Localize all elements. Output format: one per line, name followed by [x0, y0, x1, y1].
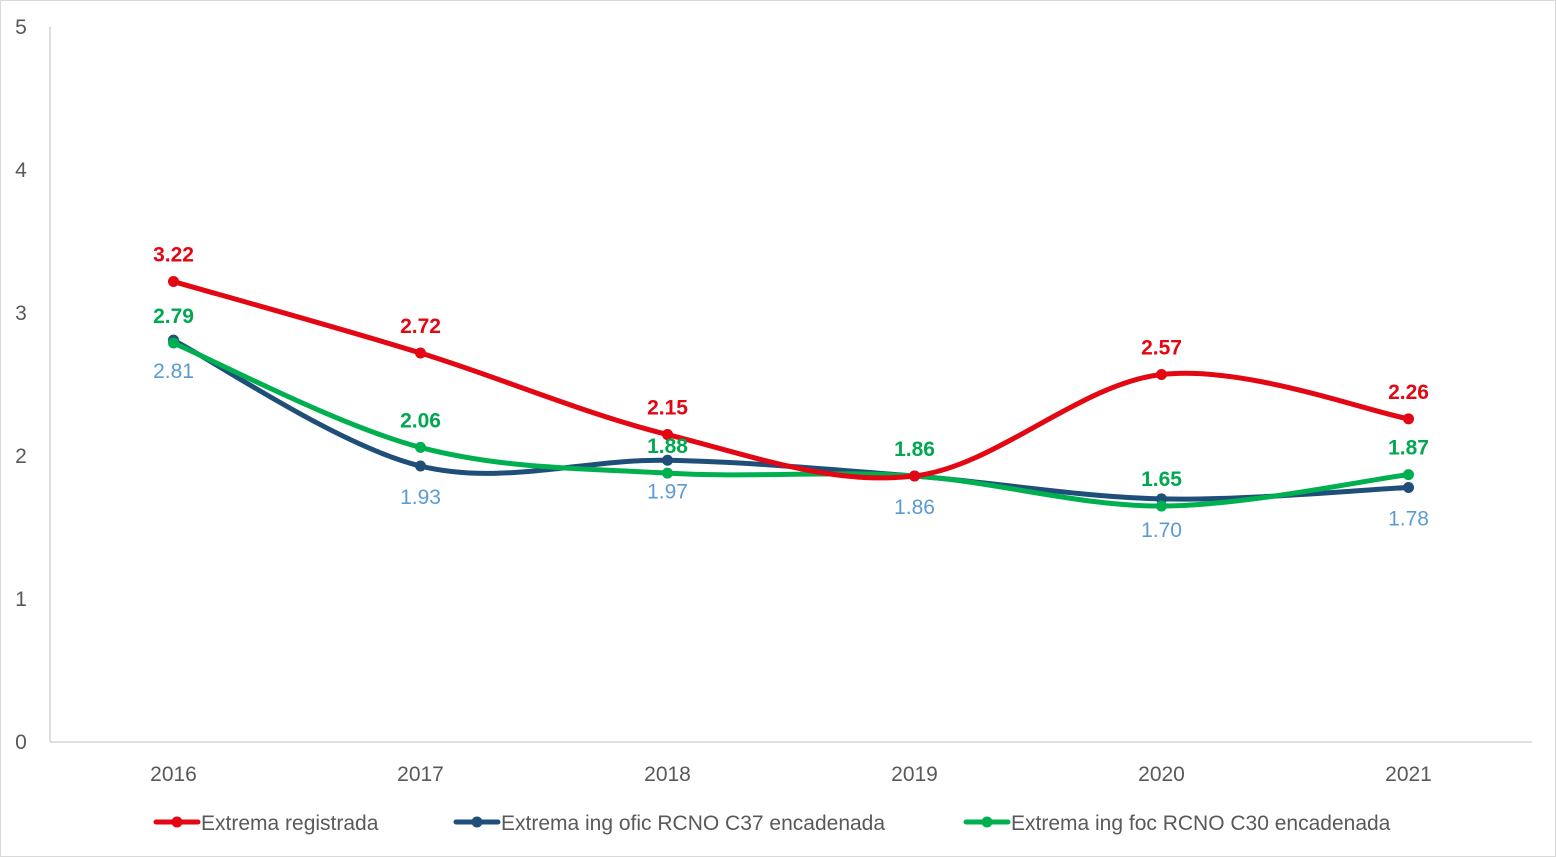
legend-label: Extrema ing ofic RCNO C37 encadenada — [501, 812, 885, 835]
data-label: 1.87 — [1388, 437, 1429, 460]
data-label: 1.70 — [1141, 519, 1182, 542]
y-tick-label: 2 — [15, 445, 27, 468]
data-label: 1.86 — [894, 438, 935, 461]
data-point — [1403, 413, 1414, 425]
data-point — [662, 467, 673, 479]
data-point — [662, 454, 673, 466]
data-label: 1.78 — [1388, 507, 1429, 530]
data-labels: 3.22 2.72 2.15 2.57 2.26 2.81 1.93 1.97 1.86 1.70… — [153, 244, 1429, 542]
data-point — [1403, 469, 1414, 481]
data-point — [415, 460, 426, 472]
data-point — [1156, 500, 1167, 512]
series-line — [171, 279, 1411, 481]
data-label: 1.65 — [1141, 468, 1182, 491]
y-tick-label: 0 — [15, 731, 27, 754]
data-label: 1.86 — [894, 496, 935, 519]
data-point — [168, 337, 179, 349]
x-tick-label: 2021 — [1385, 763, 1432, 786]
data-point — [909, 470, 920, 482]
data-label: 2.72 — [400, 315, 441, 338]
data-label: 1.93 — [400, 486, 441, 509]
y-tick-label: 4 — [15, 159, 27, 182]
series-lines — [168, 276, 1414, 512]
legend-marker — [471, 816, 483, 828]
legend-marker — [171, 816, 183, 828]
data-label: 2.57 — [1141, 336, 1182, 359]
data-point — [168, 276, 179, 288]
data-point — [1403, 481, 1414, 493]
legend-label: Extrema registrada — [201, 812, 379, 835]
series-line — [171, 340, 1411, 509]
data-label: 1.97 — [647, 480, 688, 503]
data-point — [415, 347, 426, 359]
y-tick-label: 5 — [15, 16, 27, 39]
data-label: 3.22 — [153, 244, 194, 267]
x-tick-label: 2017 — [397, 763, 444, 786]
data-label: 2.26 — [1388, 381, 1429, 404]
y-tick-label: 3 — [15, 302, 27, 325]
legend-marker — [981, 816, 993, 828]
data-label: 2.15 — [647, 397, 688, 420]
legend-label: Extrema ing foc RCNO C30 encadenada — [1011, 812, 1391, 835]
data-point — [415, 441, 426, 453]
data-label: 2.79 — [153, 305, 194, 328]
data-point — [1156, 368, 1167, 380]
data-label: 2.81 — [153, 360, 194, 383]
data-label: 1.88 — [647, 435, 688, 458]
x-tick-label: 2016 — [150, 763, 197, 786]
x-tick-label: 2019 — [891, 763, 938, 786]
data-label: 2.06 — [400, 409, 441, 432]
data-point — [662, 429, 673, 441]
legend: Extrema registrada Extrema ing ofic RCNO … — [153, 812, 1391, 835]
axes: 0 1 2 3 4 5 2016 2017 2018 2019 2020 2021 — [15, 16, 1532, 786]
x-tick-label: 2020 — [1138, 763, 1185, 786]
y-tick-label: 1 — [15, 588, 27, 611]
x-tick-label: 2018 — [644, 763, 691, 786]
